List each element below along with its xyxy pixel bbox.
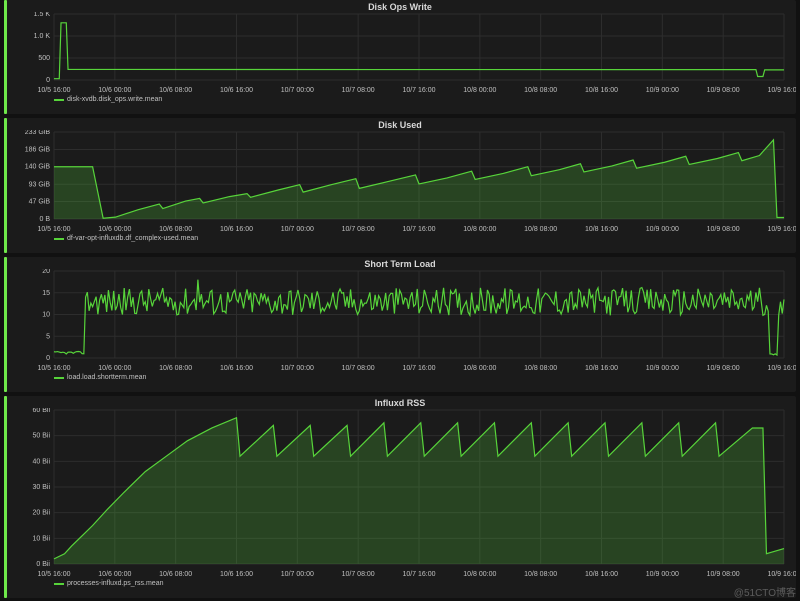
legend-label: disk-xvdb.disk_ops.write.mean — [67, 96, 162, 103]
svg-text:10/5 16:00: 10/5 16:00 — [37, 226, 70, 233]
svg-text:10/7 00:00: 10/7 00:00 — [281, 226, 314, 233]
svg-text:1.5 K: 1.5 K — [34, 12, 51, 18]
svg-text:10/7 08:00: 10/7 08:00 — [342, 87, 375, 94]
panel-title: Disk Ops Write — [4, 0, 796, 12]
svg-text:10/9 16:00: 10/9 16:00 — [767, 226, 796, 233]
legend-swatch — [54, 99, 64, 101]
svg-text:10/6 16:00: 10/6 16:00 — [220, 226, 253, 233]
svg-text:10/9 16:00: 10/9 16:00 — [767, 365, 796, 372]
panel-0: Disk Ops Write 0 500 1.0 K 1.5 K 10/5 16:00 10… — [4, 0, 796, 114]
svg-text:10/7 16:00: 10/7 16:00 — [402, 365, 435, 372]
svg-text:10/9 16:00: 10/9 16:00 — [767, 571, 796, 578]
svg-text:10/6 00:00: 10/6 00:00 — [98, 571, 131, 578]
legend[interactable]: disk-xvdb.disk_ops.write.mean — [4, 94, 796, 106]
svg-text:10/6 16:00: 10/6 16:00 — [220, 571, 253, 578]
svg-text:10/9 00:00: 10/9 00:00 — [646, 87, 679, 94]
svg-text:10/8 00:00: 10/8 00:00 — [463, 87, 496, 94]
svg-text:60 Bii: 60 Bii — [32, 408, 50, 414]
svg-text:10/8 16:00: 10/8 16:00 — [585, 87, 618, 94]
svg-text:10/6 00:00: 10/6 00:00 — [98, 226, 131, 233]
svg-text:10/6 08:00: 10/6 08:00 — [159, 226, 192, 233]
svg-text:0 B: 0 B — [39, 216, 50, 223]
svg-text:10/8 16:00: 10/8 16:00 — [585, 365, 618, 372]
legend-swatch — [54, 377, 64, 379]
svg-text:10/9 08:00: 10/9 08:00 — [707, 87, 740, 94]
svg-text:15: 15 — [42, 290, 50, 297]
svg-text:10/7 08:00: 10/7 08:00 — [342, 571, 375, 578]
svg-text:10/8 00:00: 10/8 00:00 — [463, 226, 496, 233]
legend[interactable]: processes-influxd.ps_rss.mean — [4, 578, 796, 590]
svg-text:10/7 08:00: 10/7 08:00 — [342, 365, 375, 372]
svg-text:10/8 08:00: 10/8 08:00 — [524, 226, 557, 233]
svg-text:10/9 00:00: 10/9 00:00 — [646, 365, 679, 372]
legend-swatch — [54, 238, 64, 240]
svg-text:10/8 00:00: 10/8 00:00 — [463, 571, 496, 578]
svg-text:20 Bii: 20 Bii — [32, 510, 50, 517]
svg-text:10/8 08:00: 10/8 08:00 — [524, 87, 557, 94]
panel-1: Disk Used 0 B 47 GiB 93 GiB 140 GiB 186 GiB 23… — [4, 118, 796, 253]
chart: 0 Bii 10 Bii 20 Bii 30 Bii 40 Bii 50 Bii 60 Bi… — [4, 408, 796, 578]
svg-text:10/9 16:00: 10/9 16:00 — [767, 87, 796, 94]
svg-text:47 GiB: 47 GiB — [29, 198, 51, 205]
svg-text:10/6 00:00: 10/6 00:00 — [98, 87, 131, 94]
legend-label: load.load.shortterm.mean — [67, 374, 146, 381]
svg-text:10/5 16:00: 10/5 16:00 — [37, 365, 70, 372]
svg-text:40 Bii: 40 Bii — [32, 458, 50, 465]
svg-text:10/7 16:00: 10/7 16:00 — [402, 226, 435, 233]
svg-text:140 GiB: 140 GiB — [25, 164, 51, 171]
svg-text:10/7 00:00: 10/7 00:00 — [281, 571, 314, 578]
svg-text:10/8 16:00: 10/8 16:00 — [585, 571, 618, 578]
panel-title: Influxd RSS — [4, 396, 796, 408]
svg-text:50 Bii: 50 Bii — [32, 433, 50, 440]
svg-text:10/8 00:00: 10/8 00:00 — [463, 365, 496, 372]
svg-text:500: 500 — [38, 55, 50, 62]
panel-3: Influxd RSS 0 Bii 10 Bii 20 Bii 30 Bii 40 Bii… — [4, 396, 796, 598]
legend-label: df-var-opt-influxdb.df_complex-used.mean — [67, 235, 198, 242]
svg-text:10/7 16:00: 10/7 16:00 — [402, 87, 435, 94]
svg-text:10/6 00:00: 10/6 00:00 — [98, 365, 131, 372]
legend-swatch — [54, 583, 64, 585]
svg-text:10 Bii: 10 Bii — [32, 535, 50, 542]
chart: 0 5 10 15 20 10/5 16:00 10/6 00:00 10/6 08:00 10… — [4, 269, 796, 372]
panel-title: Short Term Load — [4, 257, 796, 269]
svg-text:10/8 08:00: 10/8 08:00 — [524, 571, 557, 578]
svg-text:10/7 16:00: 10/7 16:00 — [402, 571, 435, 578]
svg-text:5: 5 — [46, 333, 50, 340]
svg-text:10/5 16:00: 10/5 16:00 — [37, 571, 70, 578]
svg-text:10/9 08:00: 10/9 08:00 — [707, 226, 740, 233]
svg-text:20: 20 — [42, 269, 50, 275]
svg-text:10/8 08:00: 10/8 08:00 — [524, 365, 557, 372]
svg-text:10/6 08:00: 10/6 08:00 — [159, 87, 192, 94]
svg-text:10/7 08:00: 10/7 08:00 — [342, 226, 375, 233]
svg-text:10/8 16:00: 10/8 16:00 — [585, 226, 618, 233]
svg-text:1.0 K: 1.0 K — [34, 33, 51, 40]
svg-text:30 Bii: 30 Bii — [32, 484, 50, 491]
svg-text:10/7 00:00: 10/7 00:00 — [281, 365, 314, 372]
panel-title: Disk Used — [4, 118, 796, 130]
svg-text:10/6 08:00: 10/6 08:00 — [159, 571, 192, 578]
panel-2: Short Term Load 0 5 10 15 20 10/5 16:00 10/6 00… — [4, 257, 796, 392]
chart: 0 500 1.0 K 1.5 K 10/5 16:00 10/6 00:00 10/6 0… — [4, 12, 796, 94]
legend[interactable]: df-var-opt-influxdb.df_complex-used.mean — [4, 233, 796, 245]
svg-text:0 Bii: 0 Bii — [36, 561, 50, 568]
legend-label: processes-influxd.ps_rss.mean — [67, 580, 164, 587]
svg-text:10/7 00:00: 10/7 00:00 — [281, 87, 314, 94]
svg-text:0: 0 — [46, 77, 50, 84]
chart: 0 B 47 GiB 93 GiB 140 GiB 186 GiB 233 GiB 10/5… — [4, 130, 796, 233]
watermark: @51CTO博客 — [734, 584, 796, 599]
svg-text:10/6 16:00: 10/6 16:00 — [220, 365, 253, 372]
svg-text:10/9 00:00: 10/9 00:00 — [646, 226, 679, 233]
svg-text:10/5 16:00: 10/5 16:00 — [37, 87, 70, 94]
svg-text:10/9 00:00: 10/9 00:00 — [646, 571, 679, 578]
svg-text:186 GiB: 186 GiB — [25, 147, 51, 154]
svg-text:233 GiB: 233 GiB — [25, 130, 51, 136]
svg-text:0: 0 — [46, 355, 50, 362]
svg-text:10/6 16:00: 10/6 16:00 — [220, 87, 253, 94]
svg-text:10/9 08:00: 10/9 08:00 — [707, 571, 740, 578]
legend[interactable]: load.load.shortterm.mean — [4, 372, 796, 384]
svg-text:10/6 08:00: 10/6 08:00 — [159, 365, 192, 372]
svg-text:93 GiB: 93 GiB — [29, 181, 51, 188]
svg-text:10/9 08:00: 10/9 08:00 — [707, 365, 740, 372]
svg-text:10: 10 — [42, 312, 50, 319]
